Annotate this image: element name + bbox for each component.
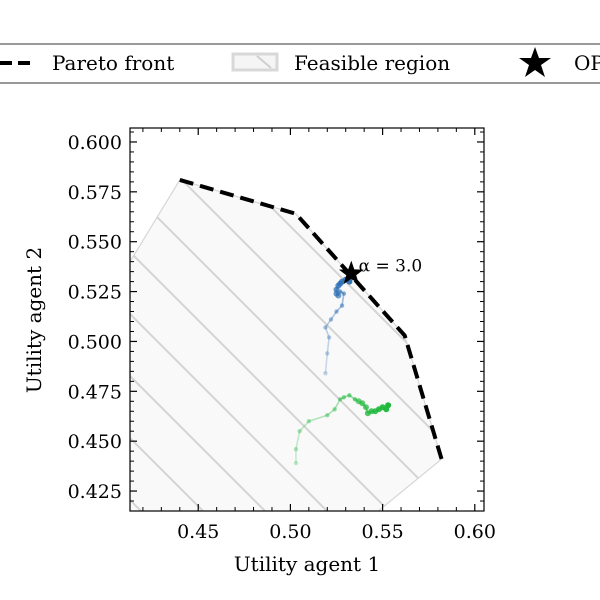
- legend-op-star-icon: [519, 47, 551, 77]
- y-tick-label: 0.450: [68, 431, 122, 453]
- x-tick-label: 0.45: [177, 521, 219, 543]
- axis-ticks: 0.45 0.50 0.55 0.60 0.425 0.450 0.475 0.500 0.52…: [68, 128, 496, 543]
- legend-frame: [0, 43, 600, 84]
- plot-frame: [129, 127, 485, 512]
- series-1-point: [352, 397, 358, 402]
- series-1-point: [293, 446, 299, 452]
- series-0-segment: [326, 337, 330, 354]
- hatch-line: [130, 179, 355, 511]
- series-1-point: [364, 410, 371, 417]
- series-1-point: [341, 395, 347, 400]
- x-tick-label: 0.50: [269, 521, 311, 543]
- y-tick-label: 0.425: [68, 481, 122, 503]
- y-tick-label: 0.600: [68, 132, 122, 154]
- y-tick-label: 0.500: [68, 331, 122, 353]
- legend-label-pareto-front: Pareto front: [52, 51, 174, 75]
- series-1-point: [306, 419, 312, 424]
- series-0-segment: [324, 319, 332, 328]
- series-0-point: [326, 335, 332, 340]
- hatch-line: [130, 179, 293, 511]
- y-tick-label: 0.475: [68, 381, 122, 403]
- series-0-point: [335, 292, 342, 299]
- series-1-point: [297, 429, 302, 434]
- series-1-point: [293, 460, 299, 466]
- series-0-point: [341, 291, 347, 296]
- series-0-point: [323, 371, 328, 376]
- series-1-point: [363, 404, 369, 411]
- series-0-segment: [330, 311, 338, 320]
- legend-feasible-swatch: [231, 52, 279, 72]
- hatch-line: [130, 179, 442, 511]
- series-1-point: [347, 393, 352, 398]
- series-0-point: [328, 317, 334, 322]
- y-tick-label: 0.575: [68, 182, 122, 204]
- series-1-segment: [326, 408, 336, 416]
- hatch-line: [130, 179, 417, 511]
- hatch-line: [130, 179, 442, 511]
- legend: Pareto front Feasible region OP: [0, 43, 600, 84]
- x-tick-label: 0.55: [361, 521, 403, 543]
- series-0-point: [339, 303, 345, 308]
- legend-label-feasible-region: Feasible region: [294, 51, 450, 75]
- series-0-point: [337, 289, 343, 294]
- y-axis-label: Utility agent 2: [22, 247, 46, 393]
- x-axis-label: Utility agent 1: [234, 552, 380, 576]
- y-tick-label: 0.525: [68, 282, 122, 304]
- series-1-point: [325, 413, 330, 418]
- y-tick-label: 0.550: [68, 232, 122, 254]
- series-0-segment: [324, 353, 329, 374]
- series-0-point: [334, 309, 339, 314]
- series-0-segment: [324, 327, 330, 338]
- series-1-segment: [308, 414, 328, 422]
- series-1-point: [337, 397, 343, 402]
- x-tick-label: 0.60: [454, 521, 496, 543]
- alpha-annotation: α = 3.0: [359, 257, 423, 277]
- series-0-point: [323, 325, 328, 330]
- legend-label-op: OP: [574, 51, 600, 75]
- series-1-point: [355, 398, 362, 405]
- series-1-segment: [295, 431, 301, 450]
- trajectory-series: [293, 274, 392, 466]
- series-1-segment: [299, 420, 310, 432]
- series-1-point: [332, 407, 337, 412]
- series-0-point: [325, 351, 330, 356]
- op-star-marker: [338, 260, 364, 285]
